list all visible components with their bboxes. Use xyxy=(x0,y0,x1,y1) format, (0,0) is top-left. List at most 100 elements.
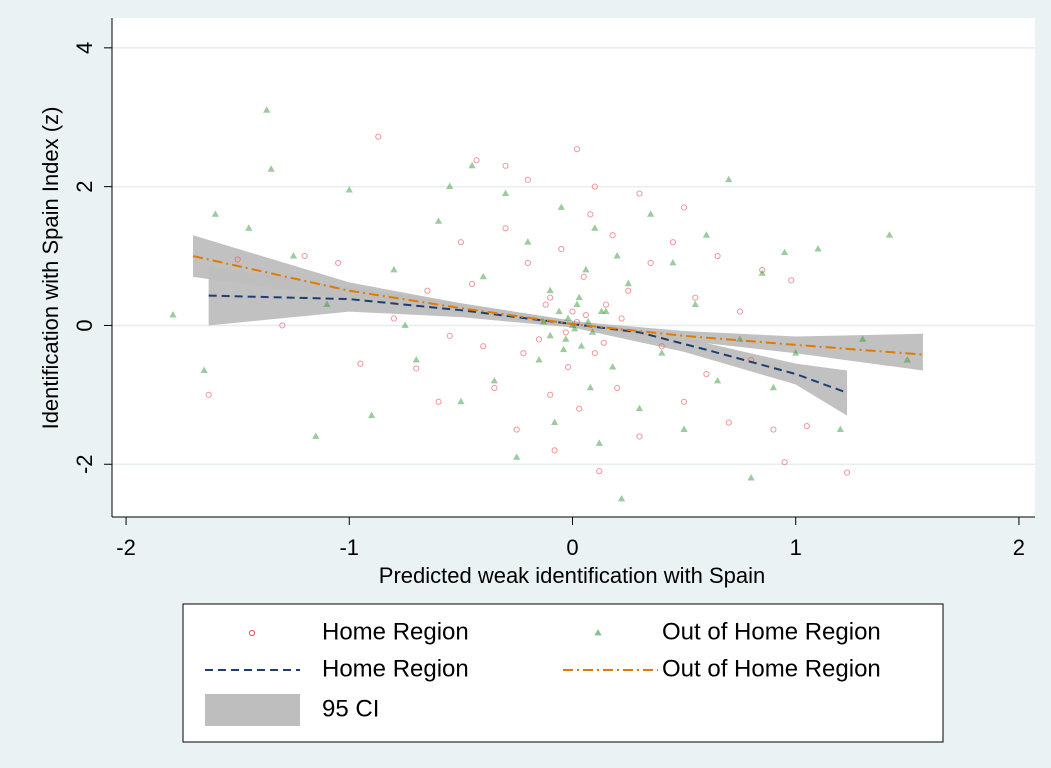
point xyxy=(200,366,208,373)
point xyxy=(547,294,554,301)
point xyxy=(580,273,587,280)
point xyxy=(624,279,632,287)
point xyxy=(524,238,532,245)
point xyxy=(211,210,219,217)
point xyxy=(573,300,581,308)
point xyxy=(736,308,744,315)
point xyxy=(491,384,498,392)
point xyxy=(524,176,531,183)
point xyxy=(569,308,576,315)
point xyxy=(559,345,568,353)
y-tick-label: 2 xyxy=(72,181,97,193)
point xyxy=(520,350,527,357)
point xyxy=(691,300,699,308)
legend-box xyxy=(182,603,944,743)
point xyxy=(234,256,241,263)
point xyxy=(390,315,398,322)
point xyxy=(562,335,570,342)
point xyxy=(769,383,777,391)
point xyxy=(713,376,722,384)
point xyxy=(539,317,548,325)
legend-keys xyxy=(205,629,658,726)
point xyxy=(681,398,688,405)
point xyxy=(636,190,643,197)
point xyxy=(263,106,271,113)
legend-label: Out of Home Region xyxy=(662,655,881,682)
point xyxy=(542,301,549,308)
point xyxy=(555,307,563,314)
point xyxy=(595,439,603,446)
point xyxy=(490,376,498,384)
legend-label: Home Region xyxy=(322,618,469,645)
point xyxy=(647,259,654,267)
point xyxy=(562,329,569,336)
point xyxy=(573,146,581,153)
point xyxy=(375,133,382,140)
point xyxy=(781,459,788,466)
point xyxy=(312,432,320,439)
point xyxy=(558,246,565,253)
point xyxy=(586,383,594,391)
point xyxy=(468,161,476,169)
x-tick-label: -2 xyxy=(116,535,136,560)
x-tick-label: 0 xyxy=(566,535,578,560)
point xyxy=(576,405,583,412)
point xyxy=(535,356,543,363)
point xyxy=(412,356,420,363)
point xyxy=(788,277,795,284)
legend-key xyxy=(248,629,256,637)
point xyxy=(390,265,398,273)
point xyxy=(747,474,755,481)
point xyxy=(535,336,543,343)
point xyxy=(457,397,465,405)
point xyxy=(205,391,212,398)
point xyxy=(546,331,554,339)
fit-line xyxy=(208,294,848,394)
point xyxy=(502,162,509,169)
point xyxy=(446,182,454,190)
point xyxy=(618,315,625,322)
point xyxy=(564,314,572,321)
point xyxy=(584,317,592,325)
x-tick-label: 2 xyxy=(1013,535,1025,560)
point xyxy=(424,287,431,294)
point xyxy=(301,252,308,260)
point xyxy=(434,217,443,224)
point xyxy=(859,335,867,342)
point xyxy=(602,301,610,308)
point xyxy=(609,232,616,239)
point xyxy=(577,342,586,349)
point xyxy=(289,252,298,259)
point xyxy=(267,165,275,172)
point xyxy=(546,286,554,294)
point xyxy=(564,363,572,371)
point xyxy=(245,224,253,231)
point xyxy=(473,157,480,164)
point xyxy=(588,328,597,335)
legend-label: Out of Home Region xyxy=(662,618,881,645)
point xyxy=(614,384,621,392)
point xyxy=(625,287,632,294)
point xyxy=(792,349,800,356)
point xyxy=(658,343,665,350)
point xyxy=(613,252,621,259)
point xyxy=(435,398,442,405)
ci-band xyxy=(208,266,848,416)
point xyxy=(885,231,894,238)
point xyxy=(596,468,603,475)
point xyxy=(843,469,851,476)
point xyxy=(647,210,655,217)
legend-key xyxy=(205,694,300,726)
point xyxy=(836,425,844,432)
legend-label: 95 CI xyxy=(322,695,379,722)
point xyxy=(401,321,409,328)
point xyxy=(479,272,487,280)
point xyxy=(680,425,688,432)
point xyxy=(335,259,342,267)
point xyxy=(368,411,376,419)
point xyxy=(758,269,766,276)
point xyxy=(692,294,699,301)
point xyxy=(551,447,558,454)
x-tick-label: 1 xyxy=(790,535,802,560)
point xyxy=(571,324,579,332)
